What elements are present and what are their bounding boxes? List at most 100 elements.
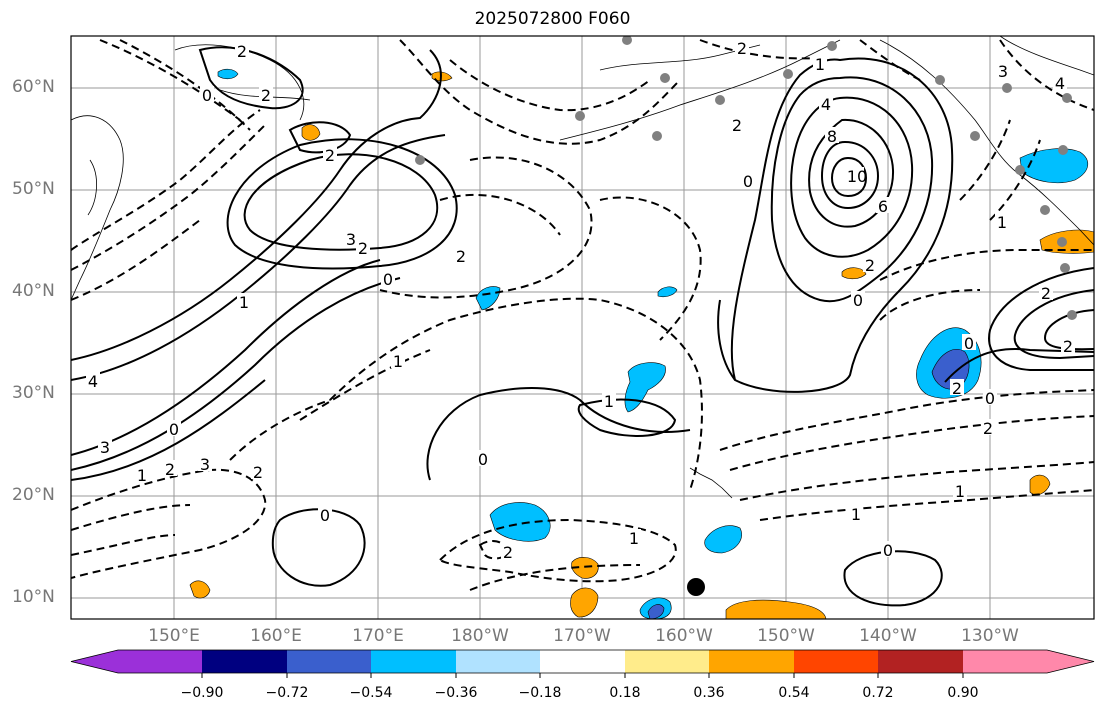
- contour-label: 0: [169, 420, 179, 439]
- contour-label: 2: [983, 419, 993, 438]
- lon-label-170e: 170°E: [352, 626, 404, 646]
- orange-blob-a: [571, 557, 599, 579]
- dashed-contours: [71, 39, 1094, 591]
- contour-label: 0: [383, 270, 393, 289]
- blue-blob-mid-b: [475, 286, 501, 311]
- blue-blob-tropics-b: [704, 525, 742, 554]
- contour-label: 2: [503, 543, 513, 562]
- contour-label: 0: [883, 541, 893, 560]
- colorbar-segment: [202, 650, 287, 673]
- contour-label: 2: [358, 239, 368, 258]
- contour-label: 1: [137, 466, 147, 485]
- lat-label-60: 60°N: [12, 77, 55, 97]
- storm-marker: [687, 578, 705, 596]
- lat-label-50: 50°N: [12, 179, 55, 199]
- orange-blob-d: [1039, 229, 1094, 254]
- contour-label: 2: [732, 116, 742, 135]
- contour-label: 2: [1063, 337, 1073, 356]
- contour-label: 1: [997, 213, 1007, 232]
- contour-label: 2: [253, 463, 263, 482]
- contour-label: 1: [955, 482, 965, 501]
- colorbar-segment: [287, 650, 371, 673]
- colorbar-tick-label: −0.36: [434, 685, 478, 701]
- contour-label: 2: [1041, 284, 1051, 303]
- contour-label: 0: [320, 506, 330, 525]
- contour-label: 4: [821, 95, 831, 114]
- blue-blob-north: [217, 68, 239, 80]
- orange-blob-b: [570, 587, 599, 618]
- colorbar-tick-label: 0.36: [693, 685, 725, 701]
- contour-label: 0: [853, 291, 863, 310]
- contour-label: 2: [952, 379, 962, 398]
- contour-label: 1: [851, 505, 861, 524]
- contour-label: 0: [202, 86, 212, 105]
- contour-label: 1: [629, 529, 639, 548]
- colorbar-tick-label: 0.18: [609, 685, 641, 701]
- contour-label: 2: [165, 460, 175, 479]
- station-dots: [415, 36, 1077, 320]
- lon-label-160w: 160°W: [655, 626, 713, 646]
- contour-label: 8: [827, 127, 837, 146]
- contour-label: 2: [737, 39, 747, 58]
- lon-label-170w: 170°W: [553, 626, 611, 646]
- contour-label: 1: [815, 55, 825, 74]
- lat-label-30: 30°N: [12, 383, 55, 403]
- contour-label: 2: [237, 42, 247, 61]
- orange-blob-c: [189, 580, 211, 599]
- contour-label: 10: [847, 167, 867, 186]
- colorbar-tick-label: −0.90: [180, 685, 224, 701]
- orange-blob-g: [301, 124, 321, 141]
- contour-label: 0: [478, 450, 488, 469]
- orange-blob-hi: [725, 599, 827, 619]
- lon-label-130w: 130°W: [961, 626, 1019, 646]
- lon-label-180w: 180°W: [451, 626, 509, 646]
- contour-label: 6: [878, 197, 888, 216]
- contour-label: 3: [998, 62, 1008, 81]
- map-title: 2025072800 F060: [474, 9, 631, 29]
- colorbar-segment: [963, 650, 1094, 673]
- contour-label: 4: [88, 372, 98, 391]
- contour-label: 0: [964, 334, 974, 353]
- contour-label: 3: [200, 455, 210, 474]
- colorbar-segment: [456, 650, 540, 673]
- blue-blob-nw-america: [1019, 148, 1088, 184]
- contour-label: 2: [456, 247, 466, 266]
- contour-label: 3: [346, 230, 356, 249]
- shading: [189, 68, 1094, 619]
- colorbar-segment: [794, 650, 878, 673]
- colorbar-tick-label: 0.72: [862, 685, 894, 701]
- contour-label: 4: [1055, 74, 1065, 93]
- colorbar-segment: [371, 650, 456, 673]
- contour-label: 0: [985, 389, 995, 408]
- colorbar-tick-label: −0.18: [518, 685, 562, 701]
- colorbar: [70, 649, 1095, 678]
- contour-label: 2: [865, 256, 875, 275]
- colorbar-segment: [625, 650, 709, 673]
- lon-label-140w: 140°W: [859, 626, 917, 646]
- colorbar-segment: [709, 650, 794, 673]
- blue-blob-tropics-a: [489, 502, 551, 542]
- lat-label-40: 40°N: [12, 281, 55, 301]
- contour-label: 2: [325, 146, 335, 165]
- colorbar-tick-label: −0.54: [349, 685, 393, 701]
- colorbar-tick-label: 0.54: [778, 685, 810, 701]
- lon-label-160e: 160°E: [250, 626, 302, 646]
- solid-contours: [71, 46, 1094, 607]
- lat-label-10: 10°N: [12, 587, 55, 607]
- contour-label: 1: [604, 392, 614, 411]
- colorbar-tick-label: 0.90: [947, 685, 979, 701]
- colorbar-segment: [71, 650, 202, 673]
- orange-blob-f: [841, 267, 867, 280]
- lat-label-20: 20°N: [12, 485, 55, 505]
- contour-label: 1: [393, 352, 403, 371]
- contour-label: 0: [743, 172, 753, 191]
- colorbar-tick-label: −0.72: [265, 685, 309, 701]
- colorbar-segment: [878, 650, 963, 673]
- contour-label: 2: [261, 86, 271, 105]
- contour-label: 1: [239, 293, 249, 312]
- blue-blob-mid-c: [657, 286, 678, 298]
- lon-label-150w: 150°W: [757, 626, 815, 646]
- lon-label-150e: 150°E: [148, 626, 200, 646]
